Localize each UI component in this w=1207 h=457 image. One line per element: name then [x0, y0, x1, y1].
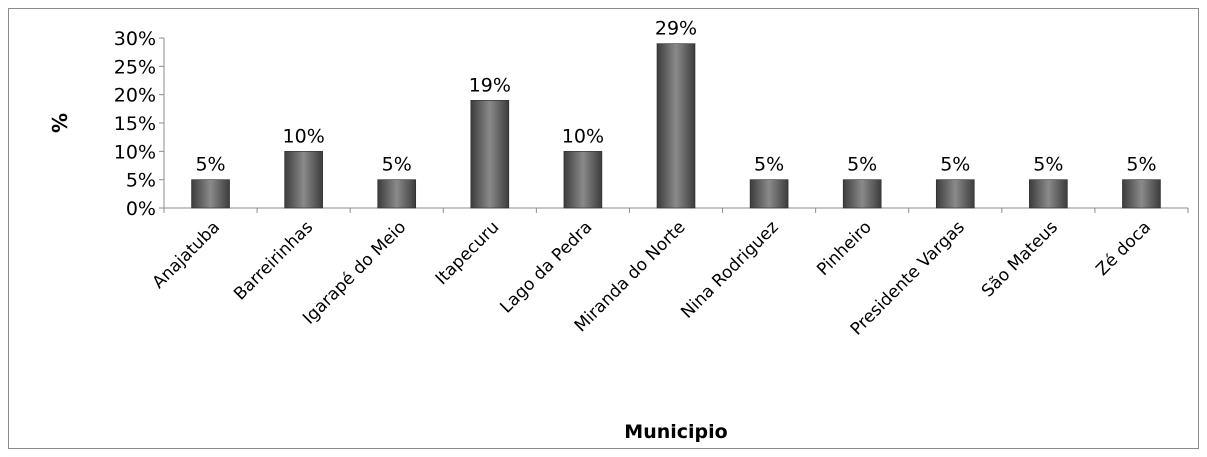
bar: [842, 179, 882, 209]
y-tick-label: 15%: [114, 113, 156, 135]
bar: [1029, 179, 1068, 209]
y-tick-label: 5%: [126, 170, 156, 192]
data-label: 10%: [562, 125, 604, 147]
bars: [191, 43, 1161, 209]
y-axis: 0% 5% 10% 15% 20% 25% 30%: [114, 28, 165, 220]
data-label: 5%: [1033, 154, 1063, 176]
y-tick-label: 0%: [126, 198, 156, 220]
y-tick-label: 30%: [114, 28, 156, 50]
data-label: 5%: [847, 154, 877, 176]
y-axis-label: %: [48, 113, 72, 133]
bar: [935, 179, 975, 209]
bar: [191, 179, 230, 209]
data-label: 5%: [940, 154, 970, 176]
data-label: 19%: [469, 74, 511, 96]
bar: [749, 179, 789, 209]
data-label: 5%: [195, 154, 225, 176]
data-label: 5%: [754, 154, 784, 176]
bar: [470, 100, 510, 209]
x-axis-label: Municipio: [624, 421, 727, 443]
bar: [656, 43, 696, 209]
data-labels: 5% 10% 5% 19% 10% 29% 5% 5% 5% 5% 5%: [195, 18, 1156, 176]
bar: [284, 151, 323, 209]
y-tick-label: 10%: [114, 141, 156, 163]
y-tick-label: 25%: [114, 56, 156, 78]
data-label: 10%: [283, 125, 325, 147]
data-label: 5%: [1126, 154, 1156, 176]
bar: [377, 179, 417, 209]
data-label: 29%: [655, 18, 697, 40]
bar: [1122, 179, 1161, 209]
data-label: 5%: [382, 154, 412, 176]
chart-frame: [8, 8, 1199, 449]
bar: [563, 151, 603, 209]
y-tick-label: 20%: [114, 85, 156, 107]
